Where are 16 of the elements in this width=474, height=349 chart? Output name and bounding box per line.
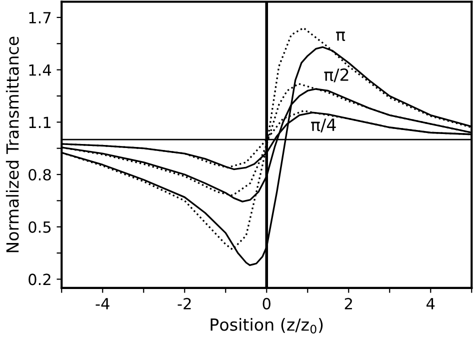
x-tick-label: 4 bbox=[426, 298, 435, 310]
annotation: π/4 bbox=[311, 118, 336, 132]
x-tick-label: 0 bbox=[262, 298, 270, 310]
y-axis-title: Normalized Transmittance bbox=[6, 36, 19, 252]
y-tick-label: 1.1 bbox=[29, 116, 50, 128]
y-tick-label: 0.8 bbox=[28, 168, 51, 181]
y-tick-label: 0.2 bbox=[28, 274, 50, 286]
x-tick-label: -4 bbox=[96, 298, 110, 310]
annotation: π bbox=[336, 32, 346, 42]
y-tick-label: 0.5 bbox=[28, 221, 51, 233]
x-tick-label: 2 bbox=[344, 298, 352, 310]
x-tick-label: -2 bbox=[178, 298, 191, 310]
annotation: π/2 bbox=[324, 68, 348, 82]
y-tick-label: 1.7 bbox=[29, 12, 51, 24]
y-tick-label: 1.4 bbox=[29, 64, 52, 76]
x-axis-title: Position (z/z$_{0}$) bbox=[210, 318, 323, 334]
